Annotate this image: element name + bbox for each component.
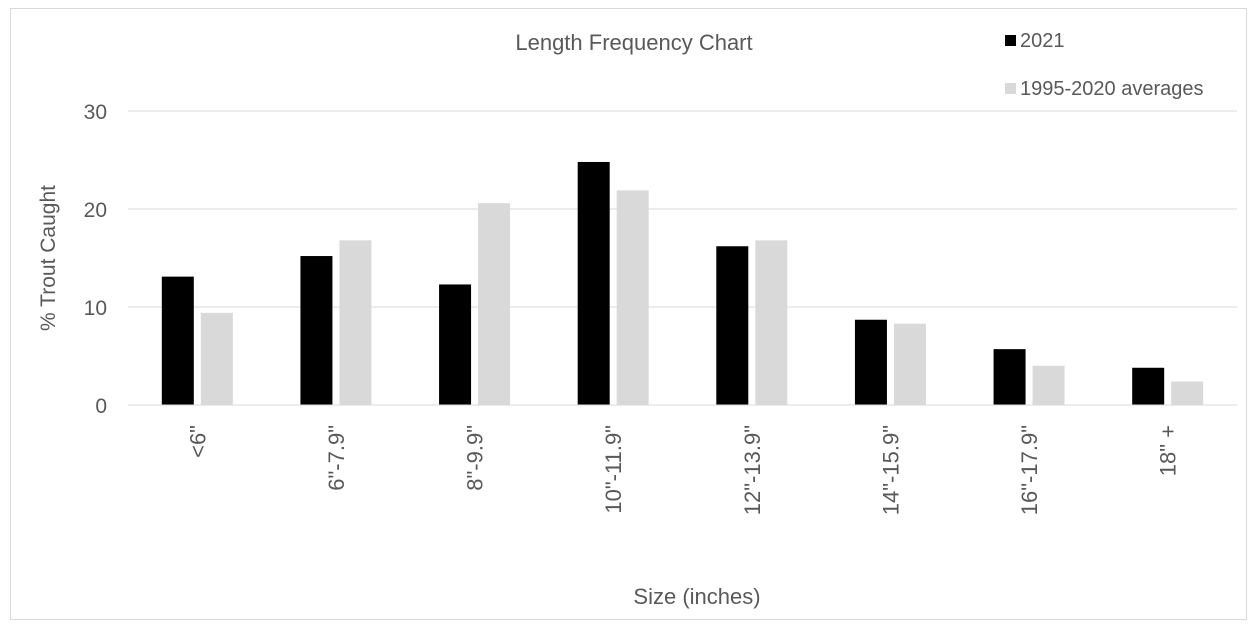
x-tick-label: 6"-7.9" [324,425,349,491]
bar-2021 [439,284,472,405]
bar-1995-2020-averages [616,190,649,405]
x-tick-label: 16"-17.9" [1017,425,1042,515]
bar-1995-2020-averages [478,203,511,405]
bar-1995-2020-averages [339,240,372,405]
x-tick-label: 10"-11.9" [601,425,626,514]
bar-1995-2020-averages [755,240,788,405]
legend: 2021 1995-2020 averages [1005,30,1203,100]
legend-swatch-2021 [1005,35,1016,46]
chart-title: Length Frequency Chart [515,30,752,55]
bar-2021 [577,161,610,405]
bar-2021 [854,319,887,405]
bar-2021 [161,276,194,405]
bar-1995-2020-averages [200,312,233,405]
bar-1995-2020-averages [1171,381,1204,405]
x-tick-label: 12"-13.9" [740,425,765,515]
bar-2021 [1132,367,1165,405]
bars [161,161,1204,405]
x-axis-ticks: <6" 6"-7.9" 8"-9.9" 10"-11.9" 12"-13.9" 14"-1… [185,425,1180,515]
bar-1995-2020-averages [1032,365,1065,405]
y-tick-label: 0 [95,395,107,418]
legend-label-1995-2020-averages: 1995-2020 averages [1020,78,1203,100]
legend-item-2021: 2021 [1005,30,1065,52]
x-tick-label: <6" [185,425,210,458]
x-tick-label: 18" + [1156,425,1181,476]
y-tick-label: 30 [84,101,107,124]
y-axis-ticks: 0 10 20 30 [84,101,107,418]
bar-2021 [716,246,749,405]
legend-swatch-1995-2020-averages [1005,83,1016,94]
bar-1995-2020-averages [893,323,926,405]
y-tick-label: 20 [84,199,107,222]
x-axis-label: Size (inches) [633,584,760,609]
y-tick-label: 10 [84,297,107,320]
legend-item-1995-2020-averages: 1995-2020 averages [1005,78,1203,100]
bar-2021 [300,256,333,405]
y-axis-label: % Trout Caught [37,185,60,331]
x-tick-label: 14"-15.9" [878,425,903,515]
x-tick-label: 8"-9.9" [463,425,488,491]
gridlines [128,110,1237,308]
bar-2021 [993,349,1026,405]
legend-label-2021: 2021 [1020,30,1065,52]
